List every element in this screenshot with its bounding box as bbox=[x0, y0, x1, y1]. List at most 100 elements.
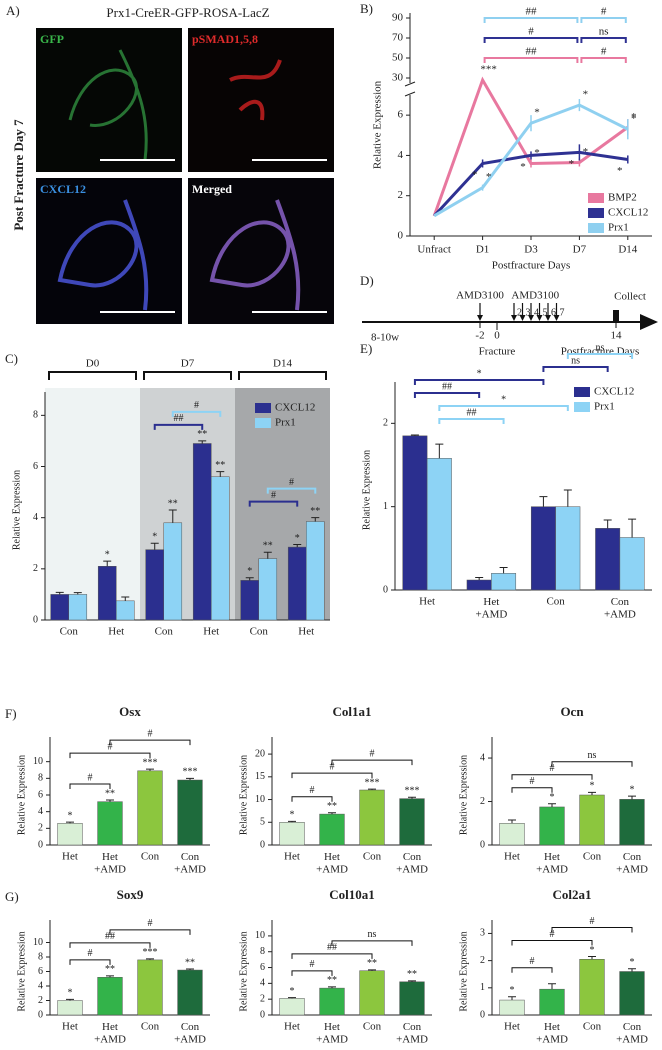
bar bbox=[192, 443, 212, 621]
significance: ** bbox=[215, 460, 225, 471]
injection-day: 5 bbox=[543, 307, 548, 318]
y-tick-label: 6 bbox=[33, 461, 38, 472]
y-tick-label: 0 bbox=[480, 1009, 485, 1020]
significance-bracket bbox=[109, 929, 191, 935]
x-tick-label: Het bbox=[284, 851, 300, 863]
significance: * bbox=[631, 113, 637, 125]
y-tick-label: 2 bbox=[383, 418, 388, 429]
bar bbox=[279, 998, 305, 1016]
error-bar bbox=[55, 591, 64, 595]
panel-letter: D) bbox=[360, 273, 374, 288]
bar bbox=[240, 580, 259, 621]
x-tick-label: Con bbox=[546, 596, 565, 608]
error-bar bbox=[263, 551, 272, 559]
bar bbox=[555, 506, 581, 591]
error-bar bbox=[198, 440, 207, 444]
bar bbox=[499, 999, 525, 1016]
significance-bracket bbox=[511, 967, 553, 973]
significance: ** bbox=[105, 964, 115, 975]
significance: * bbox=[152, 532, 157, 543]
significance-bracket bbox=[413, 392, 481, 398]
error-bar bbox=[106, 799, 114, 802]
error-bar bbox=[588, 791, 596, 795]
day-label: -2 bbox=[475, 330, 484, 342]
bar bbox=[595, 528, 621, 591]
bracket-label: # bbox=[550, 929, 555, 940]
y-tick-label: 0 bbox=[260, 839, 265, 850]
collect-label: Collect bbox=[614, 291, 646, 303]
y-axis-label: Relative Expression bbox=[372, 80, 384, 169]
error-bar bbox=[548, 983, 556, 990]
error-bar bbox=[146, 958, 154, 960]
error-bar bbox=[293, 544, 302, 548]
bracket-label: ns bbox=[588, 750, 597, 761]
signal bbox=[68, 49, 148, 161]
bar bbox=[539, 806, 565, 846]
error-bar bbox=[408, 980, 416, 982]
x-tick-label: Con bbox=[155, 626, 174, 638]
x-tick-label: Con +AMD bbox=[616, 1021, 648, 1046]
y-tick-label: 10 bbox=[33, 756, 43, 767]
bracket-label: ## bbox=[173, 413, 183, 424]
significance: * bbox=[472, 169, 478, 181]
signal bbox=[229, 59, 282, 121]
y-axis-label: Relative Expression bbox=[16, 931, 27, 1011]
bracket-label: ## bbox=[442, 381, 452, 392]
significance: *** bbox=[480, 64, 497, 76]
error-bar bbox=[563, 489, 572, 507]
significance: * bbox=[569, 158, 575, 170]
panel-letter: E) bbox=[360, 341, 372, 356]
bracket-label: # bbox=[528, 26, 534, 38]
injection-arrowhead bbox=[545, 315, 551, 321]
significance: * bbox=[68, 810, 73, 821]
injection-day: 6 bbox=[551, 307, 556, 318]
injection-day: 3 bbox=[526, 307, 531, 318]
x-tick-label: Het +AMD bbox=[316, 851, 348, 876]
image-label: GFP bbox=[40, 32, 64, 46]
significance: * bbox=[105, 549, 110, 560]
significance-bracket bbox=[483, 57, 579, 63]
error-bar bbox=[588, 956, 596, 960]
y-tick-label: 70 bbox=[392, 32, 404, 44]
significance: * bbox=[534, 107, 540, 119]
error-bar bbox=[121, 596, 130, 601]
error-bar bbox=[311, 517, 320, 522]
bracket-label: # bbox=[148, 728, 153, 739]
error-bar bbox=[410, 434, 419, 436]
bracket-label: # bbox=[310, 785, 315, 796]
significance-bracket bbox=[69, 752, 151, 759]
bar bbox=[319, 987, 345, 1016]
injection-arrowhead bbox=[536, 315, 543, 321]
x-axis-label: Postfracture Days bbox=[492, 260, 571, 272]
x-tick-label: Het bbox=[419, 596, 435, 608]
bar bbox=[319, 813, 345, 846]
chart-title: Col2a1 bbox=[553, 887, 592, 902]
significance-bracket bbox=[511, 940, 593, 946]
bar bbox=[97, 801, 123, 846]
significance: ** bbox=[168, 498, 178, 509]
y-tick-label: 90 bbox=[392, 12, 404, 24]
bar bbox=[399, 981, 425, 1016]
x-tick-label: Het bbox=[203, 626, 219, 638]
fracture-label: Fracture bbox=[479, 346, 516, 358]
bracket-label: ## bbox=[526, 6, 538, 18]
significance: *** bbox=[143, 947, 158, 958]
significance: ** bbox=[185, 957, 195, 968]
y-tick-label: 4 bbox=[38, 980, 43, 991]
significance-bracket bbox=[580, 17, 627, 23]
error-bar bbox=[435, 443, 444, 459]
image bbox=[188, 28, 334, 172]
bracket-label: ## bbox=[327, 942, 337, 953]
injection-day: 2 bbox=[517, 307, 522, 318]
significance: ** bbox=[263, 541, 273, 552]
x-tick-label: Con bbox=[363, 851, 382, 863]
legend-label: Prx1 bbox=[594, 401, 615, 413]
significance-bracket bbox=[511, 787, 553, 793]
significance: ** bbox=[105, 788, 115, 799]
bracket-label: # bbox=[590, 916, 595, 927]
y-tick-label: 8 bbox=[38, 773, 43, 784]
error-bar bbox=[368, 969, 376, 971]
group-label: D14 bbox=[273, 358, 292, 370]
bracket-label: # bbox=[271, 490, 276, 501]
legend-label: CXCL12 bbox=[594, 386, 634, 398]
